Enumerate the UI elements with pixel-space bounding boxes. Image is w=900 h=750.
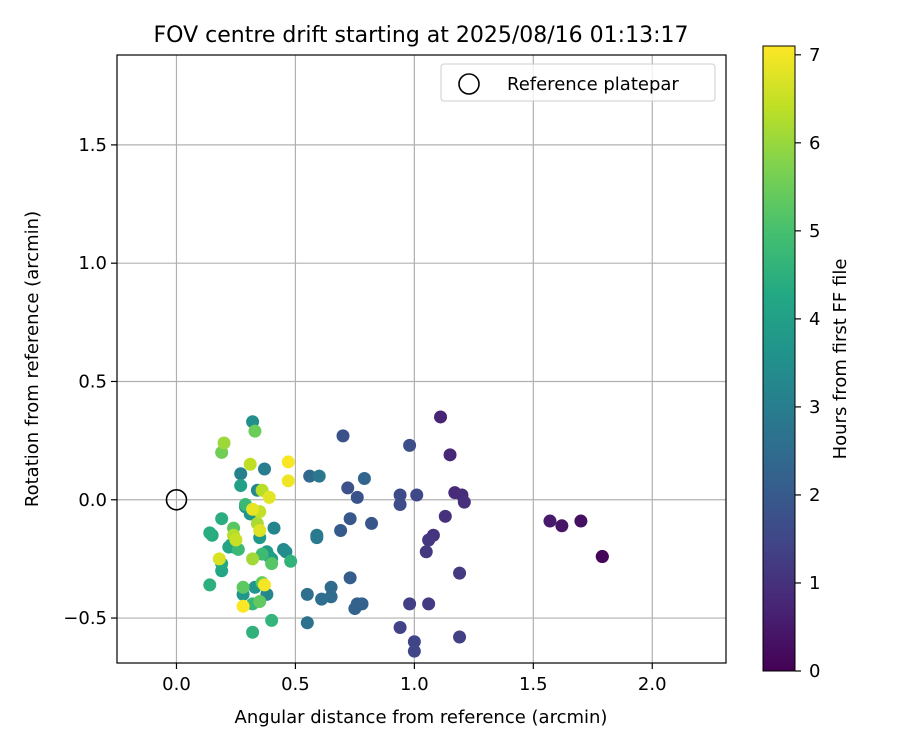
- data-point-1: [595, 550, 609, 564]
- y-tick-label-4: 1.5: [78, 135, 107, 156]
- colorbar-tick-label-6: 6: [809, 133, 820, 154]
- data-point-98: [257, 578, 271, 592]
- data-point-86: [246, 552, 260, 566]
- y-tick-label-3: 1.0: [78, 253, 107, 274]
- chart-title: FOV centre drift starting at 2025/08/16 …: [154, 23, 689, 48]
- data-point-83: [248, 424, 262, 438]
- x-tick-label-0: 0.0: [162, 674, 191, 695]
- data-point-68: [203, 526, 217, 540]
- data-point-14: [453, 566, 467, 580]
- data-point-40: [300, 587, 314, 601]
- data-point-95: [262, 490, 276, 504]
- x-tick-label-3: 1.5: [519, 674, 548, 695]
- legend-box: [440, 63, 716, 102]
- y-tick-label-2: 0.5: [78, 371, 107, 392]
- colorbar-tick-label-5: 5: [809, 221, 820, 242]
- data-point-27: [350, 490, 364, 504]
- grid-lines: [117, 55, 726, 663]
- data-point-26: [341, 481, 355, 495]
- data-point-72: [284, 554, 298, 568]
- data-point-13: [419, 545, 433, 559]
- reference-marker: [165, 488, 188, 511]
- data-point-100: [236, 599, 250, 613]
- data-point-9: [457, 495, 471, 509]
- data-point-37: [324, 580, 338, 594]
- data-point-34: [348, 602, 362, 616]
- colorbar-tick-label-0: 0: [809, 661, 820, 682]
- data-point-71: [246, 625, 260, 639]
- colorbar-gradient: [762, 45, 796, 672]
- colorbar-ticks: 0 1 2 3 4 5 6 7: [795, 45, 820, 682]
- data-point-6: [443, 448, 457, 462]
- y-axis-ticks: −0.5 0.0 0.5 1.0 1.5: [63, 135, 117, 629]
- data-point-92: [229, 533, 243, 547]
- data-point-3: [555, 519, 569, 533]
- data-point-5: [434, 410, 448, 424]
- data-point-41: [300, 616, 314, 630]
- legend-marker-reference-platepar: [458, 73, 480, 95]
- data-point-16: [403, 597, 417, 611]
- data-point-20: [407, 644, 421, 658]
- data-point-46: [234, 467, 248, 481]
- data-point-47: [267, 521, 281, 535]
- data-point-30: [334, 524, 348, 538]
- data-point-21: [410, 488, 424, 502]
- data-point-19: [407, 635, 421, 649]
- data-point-90: [243, 457, 257, 471]
- data-point-45: [257, 462, 271, 476]
- colorbar-tick-label-3: 3: [809, 397, 820, 418]
- data-point-25: [336, 429, 350, 443]
- data-point-93: [212, 552, 226, 566]
- x-tick-label-4: 2.0: [638, 674, 667, 695]
- y-tick-label-1: 0.0: [78, 490, 107, 511]
- data-point-17: [453, 630, 467, 644]
- x-axis-ticks: 0.0 0.5 1.0 1.5 2.0: [162, 663, 667, 695]
- data-point-36: [303, 469, 317, 483]
- data-point-99: [281, 455, 295, 469]
- legend-label-reference-platepar: Reference platepar: [507, 74, 679, 95]
- data-point-4: [543, 514, 557, 528]
- plot-frame: [116, 54, 727, 664]
- data-point-61: [234, 479, 248, 493]
- data-point-35: [357, 471, 371, 485]
- x-tick-label-2: 1.0: [400, 674, 429, 695]
- data-point-42: [312, 469, 326, 483]
- data-point-97: [281, 474, 295, 488]
- data-point-29: [343, 512, 357, 526]
- y-axis-label: Rotation from reference (arcmin): [22, 211, 43, 507]
- data-point-15: [422, 597, 436, 611]
- colorbar-tick-label-7: 7: [809, 45, 820, 66]
- data-point-85: [217, 436, 231, 450]
- data-point-12: [422, 533, 436, 547]
- data-point-31: [343, 571, 357, 585]
- data-point-28: [365, 516, 379, 530]
- data-point-39: [315, 592, 329, 606]
- data-point-23: [393, 497, 407, 511]
- data-point-94: [253, 524, 267, 538]
- colorbar-label: Hours from first FF file: [830, 259, 851, 460]
- data-point-78: [265, 557, 279, 571]
- colorbar-tick-label-4: 4: [809, 309, 820, 330]
- colorbar: 0 1 2 3 4 5 6 7 Hours from first FF file: [762, 45, 851, 682]
- data-point-22: [393, 488, 407, 502]
- legend: Reference platepar: [440, 63, 716, 102]
- x-axis-label: Angular distance from reference (arcmin): [235, 707, 608, 728]
- y-tick-label-0: −0.5: [63, 608, 107, 629]
- data-points: [203, 410, 609, 658]
- data-point-18: [393, 621, 407, 635]
- colorbar-tick-label-2: 2: [809, 485, 820, 506]
- data-point-10: [438, 509, 452, 523]
- data-point-24: [403, 438, 417, 452]
- colorbar-tick-label-1: 1: [809, 573, 820, 594]
- data-point-80: [236, 580, 250, 594]
- data-point-69: [215, 512, 229, 526]
- data-point-44: [310, 531, 324, 545]
- data-point-70: [203, 578, 217, 592]
- data-point-81: [253, 594, 267, 608]
- x-tick-label-1: 0.5: [281, 674, 310, 695]
- data-point-96: [246, 502, 260, 516]
- data-point-2: [574, 514, 588, 528]
- data-point-73: [265, 613, 279, 627]
